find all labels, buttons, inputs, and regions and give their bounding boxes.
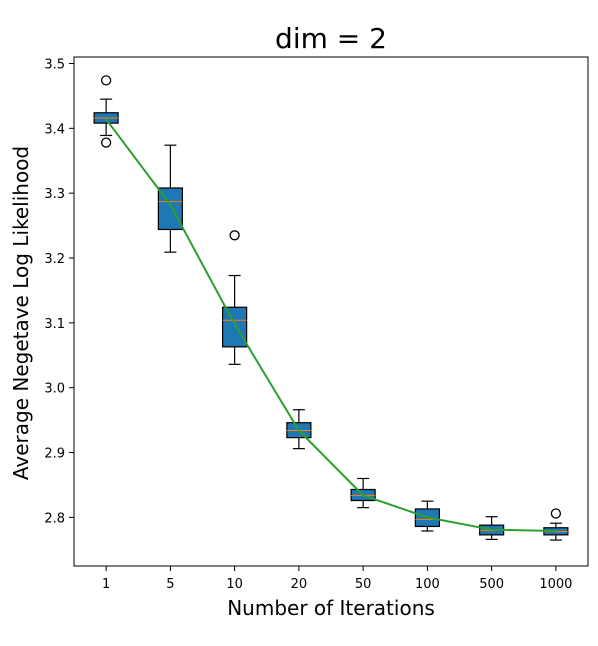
trend-line bbox=[105, 118, 556, 532]
iqr-box bbox=[222, 306, 248, 348]
x-tick-label: 500 bbox=[479, 577, 504, 592]
y-tick-label: 3.1 bbox=[44, 317, 65, 332]
x-tick-label: 1000 bbox=[539, 577, 572, 592]
plot-area: 2.8 2.9 3.0 3.1 3.2 3.3 3.4 3.5 1 5 10 20 50 100 500 10… bbox=[44, 56, 589, 592]
outlier-point bbox=[550, 508, 562, 519]
y-tick-label: 3.2 bbox=[44, 252, 65, 267]
y-tick-label: 3.3 bbox=[44, 187, 65, 202]
y-tick-label: 2.8 bbox=[44, 511, 65, 526]
chart-title: dim = 2 bbox=[275, 22, 387, 55]
y-tick-label: 2.9 bbox=[44, 447, 65, 462]
x-axis-label: Number of Iterations bbox=[227, 596, 435, 620]
y-tick-label: 3.5 bbox=[44, 57, 65, 72]
plot-frame bbox=[73, 56, 589, 567]
outlier-point bbox=[100, 75, 112, 86]
box-50 bbox=[350, 477, 376, 509]
outlier-point bbox=[229, 230, 240, 241]
x-tick-label: 1 bbox=[102, 577, 110, 592]
x-tick-label: 10 bbox=[226, 577, 243, 592]
box-5 bbox=[157, 144, 183, 253]
box-1000 bbox=[543, 508, 569, 541]
x-tick-label: 50 bbox=[355, 577, 372, 592]
x-tick-label: 100 bbox=[415, 577, 440, 592]
x-tick-label: 20 bbox=[291, 577, 308, 592]
box-100 bbox=[414, 500, 440, 532]
box-1 bbox=[93, 75, 119, 148]
y-axis-label: Average Negetave Log Likelihood bbox=[9, 146, 33, 480]
outlier-point bbox=[100, 137, 112, 148]
x-tick-label: 5 bbox=[166, 577, 174, 592]
y-tick-label: 3.4 bbox=[44, 122, 65, 137]
y-tick-label: 3.0 bbox=[44, 382, 65, 397]
box-10 bbox=[222, 230, 248, 365]
